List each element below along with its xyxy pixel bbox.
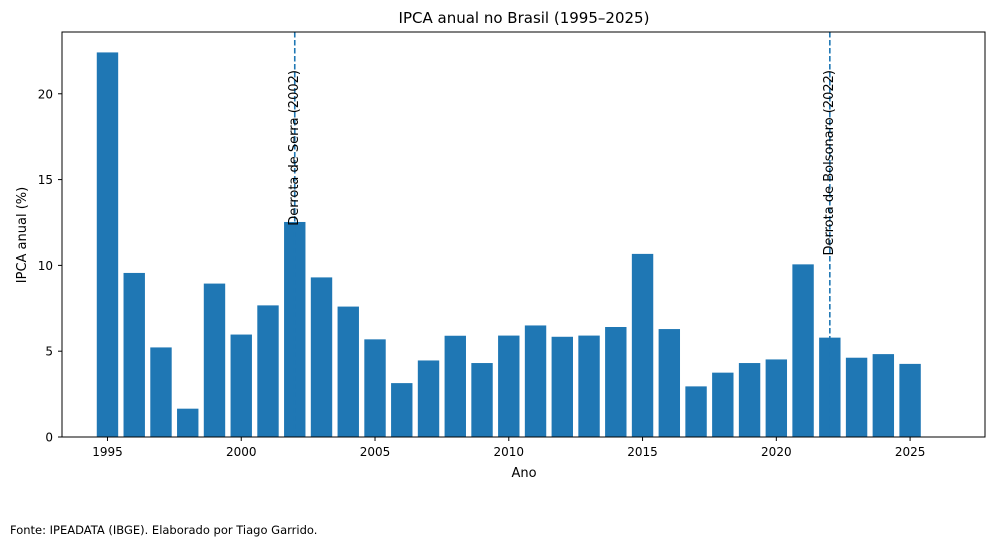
bar-2021 [792, 264, 814, 437]
source-footnote: Fonte: IPEADATA (IBGE). Elaborado por Ti… [10, 523, 318, 537]
bar-2006 [391, 383, 413, 437]
y-tick-label: 0 [45, 431, 53, 445]
bar-2015 [631, 253, 654, 437]
y-tick-label: 10 [38, 259, 53, 273]
x-tick-label: 2015 [627, 445, 658, 459]
x-tick-label: 2000 [226, 445, 257, 459]
annotation-label-2022: Derrota de Bolsonaro (2022) [822, 70, 837, 256]
bar-2000 [230, 334, 252, 437]
y-tick-label: 5 [45, 345, 53, 359]
bar-1997 [150, 347, 172, 437]
bar-2023 [845, 357, 868, 437]
y-axis-label: IPCA anual (%) [15, 187, 30, 283]
bar-2012 [551, 336, 573, 437]
y-tick-label: 15 [38, 173, 53, 187]
plot-frame [61, 31, 986, 438]
annotation-label-2002: Derrota de Serra (2002) [287, 70, 302, 226]
bar-2018 [712, 372, 734, 437]
bar-2004 [337, 306, 359, 437]
bar-2019 [738, 363, 761, 437]
bar-2016 [658, 329, 681, 437]
x-tick-label: 2025 [895, 445, 926, 459]
x-tick-label: 2005 [360, 445, 391, 459]
x-tick-label: 1995 [92, 445, 123, 459]
bar-2025 [899, 363, 921, 437]
x-tick-label: 2020 [761, 445, 792, 459]
bar-2013 [578, 335, 600, 437]
bar-2024 [872, 354, 895, 437]
bar-1999 [203, 283, 226, 437]
bar-2017 [685, 386, 707, 438]
bar-1996 [123, 272, 145, 437]
bar-1995 [96, 52, 119, 438]
y-axis-ticks: 0 5 10 15 20 [38, 87, 62, 445]
bar-2020 [765, 359, 788, 437]
x-axis-label: Ano [511, 466, 536, 481]
chart-title: IPCA anual no Brasil (1995–2025) [399, 9, 650, 27]
x-tick-label: 2010 [494, 445, 525, 459]
y-tick-label: 20 [38, 87, 53, 101]
bar-2010 [498, 335, 520, 437]
bar-2008 [444, 335, 466, 437]
bars [96, 52, 921, 438]
bar-2011 [524, 325, 547, 437]
bar-2014 [605, 327, 627, 437]
bar-2005 [364, 339, 386, 437]
x-axis-ticks: 1995 2000 2005 2010 2015 2020 2025 [92, 437, 925, 459]
bar-2001 [257, 305, 279, 438]
bar-2009 [471, 363, 493, 437]
bar-2003 [310, 277, 333, 437]
bar-1998 [177, 408, 199, 437]
chart: IPCA anual no Brasil (1995–2025) Derrota… [15, 9, 986, 481]
bar-2007 [417, 360, 440, 437]
annotations: Derrota de Serra (2002) Derrota de Bolson… [287, 32, 837, 437]
